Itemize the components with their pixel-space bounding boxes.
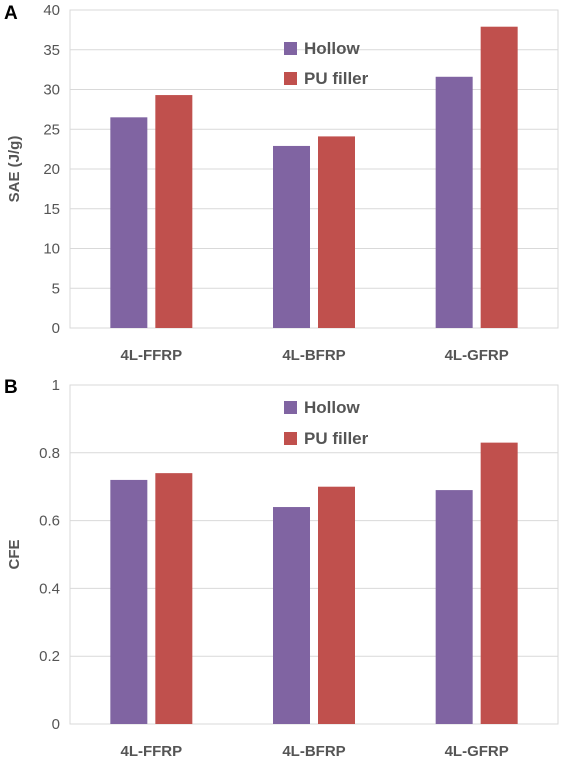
y-tick-label: 10 bbox=[43, 241, 60, 258]
y-tick-label: 0.6 bbox=[39, 513, 60, 530]
y-tick-label: 30 bbox=[43, 82, 60, 99]
x-category-label: 4L-GFRP bbox=[445, 743, 509, 760]
x-category-label: 4L-FFRP bbox=[120, 347, 182, 364]
y-axis-label: CFE bbox=[6, 540, 23, 570]
bar-hollow-4l-gfrp bbox=[435, 490, 473, 724]
y-tick-label: 0.8 bbox=[39, 445, 60, 462]
bar-hollow-4l-ffrp bbox=[110, 479, 148, 724]
y-tick-label: 5 bbox=[52, 280, 60, 297]
chart-a-svg: A 0 5 10 15 20 25 30 35 40 SAE (J/g) 4L-FFRP 4L-BFR… bbox=[4, 2, 559, 364]
y-tick-label: 40 bbox=[43, 2, 60, 19]
bar-pu-filler-4l-gfrp bbox=[480, 26, 518, 328]
legend-swatch-hollow bbox=[284, 42, 297, 55]
panel-a-letter: A bbox=[4, 3, 18, 24]
bar-pu-filler-4l-ffrp bbox=[155, 95, 193, 328]
legend-swatch-pu-filler bbox=[284, 432, 297, 445]
y-tick-label: 25 bbox=[43, 121, 60, 138]
legend-label-pu-filler: PU filler bbox=[304, 69, 369, 88]
bar-pu-filler-4l-bfrp bbox=[318, 486, 355, 724]
y-tick-label: 20 bbox=[43, 161, 60, 178]
y-tick-label: 1 bbox=[52, 377, 60, 394]
legend-swatch-hollow bbox=[284, 401, 297, 414]
x-category-label: 4L-GFRP bbox=[445, 347, 509, 364]
legend-swatch-pu-filler bbox=[284, 72, 297, 85]
bar-hollow-4l-bfrp bbox=[273, 145, 310, 328]
y-tick-label: 0.4 bbox=[39, 580, 60, 597]
bar-hollow-4l-gfrp bbox=[435, 76, 473, 328]
panel-a: A 0 5 10 15 20 25 30 35 40 SAE (J/g) 4L-FFRP 4L-BFR… bbox=[0, 0, 562, 382]
legend-label-hollow: Hollow bbox=[304, 398, 360, 417]
y-tick-label: 0 bbox=[52, 320, 60, 337]
bar-pu-filler-4l-gfrp bbox=[480, 442, 518, 724]
y-tick-label: 0 bbox=[52, 716, 60, 733]
y-tick-label: 15 bbox=[43, 201, 60, 218]
x-category-label: 4L-FFRP bbox=[120, 743, 182, 760]
panel-b-letter: B bbox=[4, 377, 18, 398]
bar-hollow-4l-bfrp bbox=[273, 507, 310, 724]
bar-pu-filler-4l-bfrp bbox=[318, 136, 355, 328]
x-category-label: 4L-BFRP bbox=[282, 743, 345, 760]
bar-hollow-4l-ffrp bbox=[110, 117, 148, 328]
y-tick-label: 35 bbox=[43, 42, 60, 59]
x-category-label: 4L-BFRP bbox=[282, 347, 345, 364]
panel-b: B 0 0.2 0.4 0.6 0.8 1 CFE 4L-FFRP 4L-BFRP 4L-GFRP… bbox=[0, 374, 562, 761]
bar-pu-filler-4l-ffrp bbox=[155, 473, 193, 724]
y-axis-label: SAE (J/g) bbox=[6, 136, 23, 203]
chart-b-svg: B 0 0.2 0.4 0.6 0.8 1 CFE 4L-FFRP 4L-BFRP 4L-GFRP… bbox=[4, 377, 559, 760]
y-tick-label: 0.2 bbox=[39, 648, 60, 665]
legend-label-pu-filler: PU filler bbox=[304, 429, 369, 448]
legend-label-hollow: Hollow bbox=[304, 39, 360, 58]
